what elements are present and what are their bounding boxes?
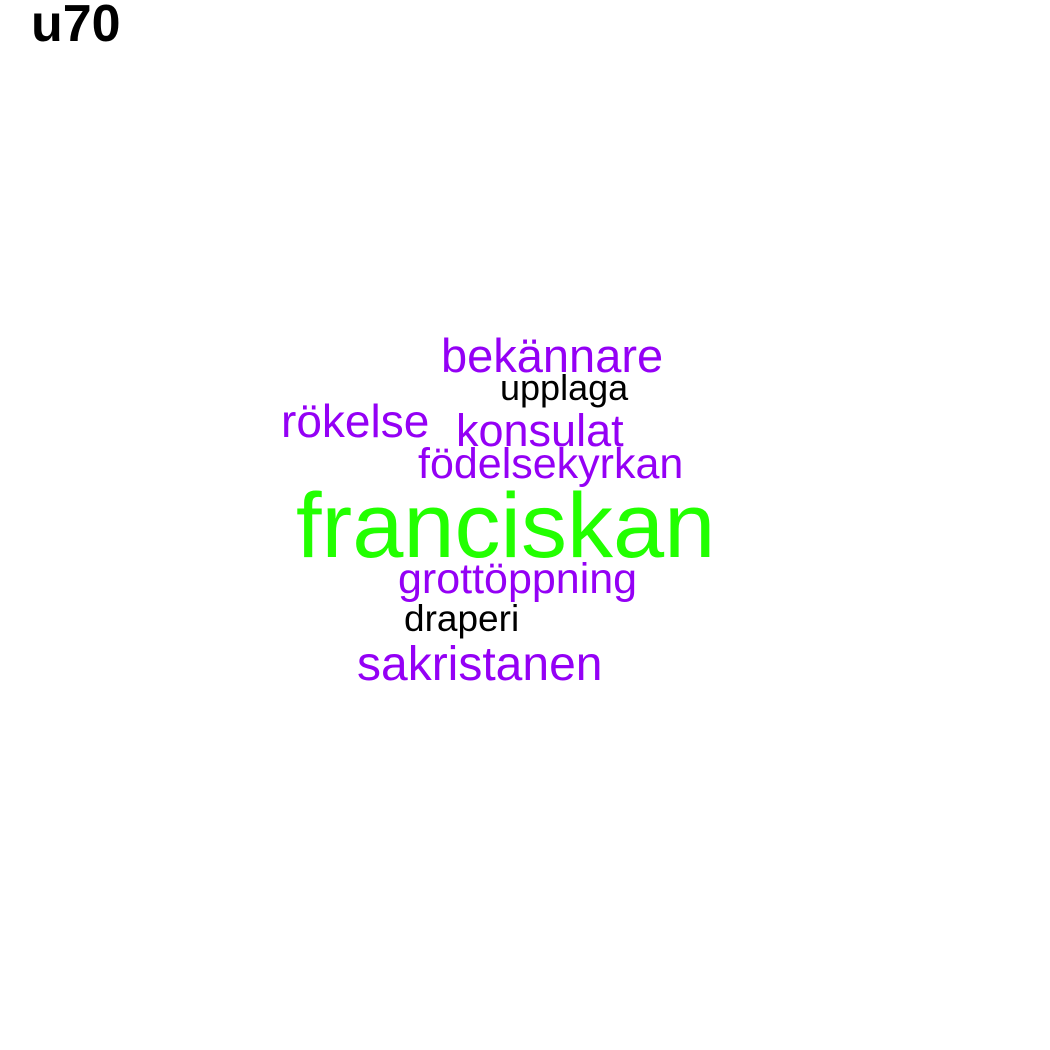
word-grottoppning: grottöppning	[398, 555, 638, 603]
word-konsulat: konsulat	[456, 405, 624, 456]
word-sakristanen: sakristanen	[357, 638, 603, 691]
word-upplaga: upplaga	[500, 367, 629, 408]
word-franciskan: franciskan	[296, 475, 716, 577]
page-title: u70	[31, 0, 121, 53]
word-bekannare: bekännare	[441, 329, 664, 382]
word-draperi: draperi	[404, 598, 520, 639]
word-rokelse: rökelse	[281, 395, 430, 447]
word-fodelsekyrkan: födelsekyrkan	[418, 440, 684, 488]
